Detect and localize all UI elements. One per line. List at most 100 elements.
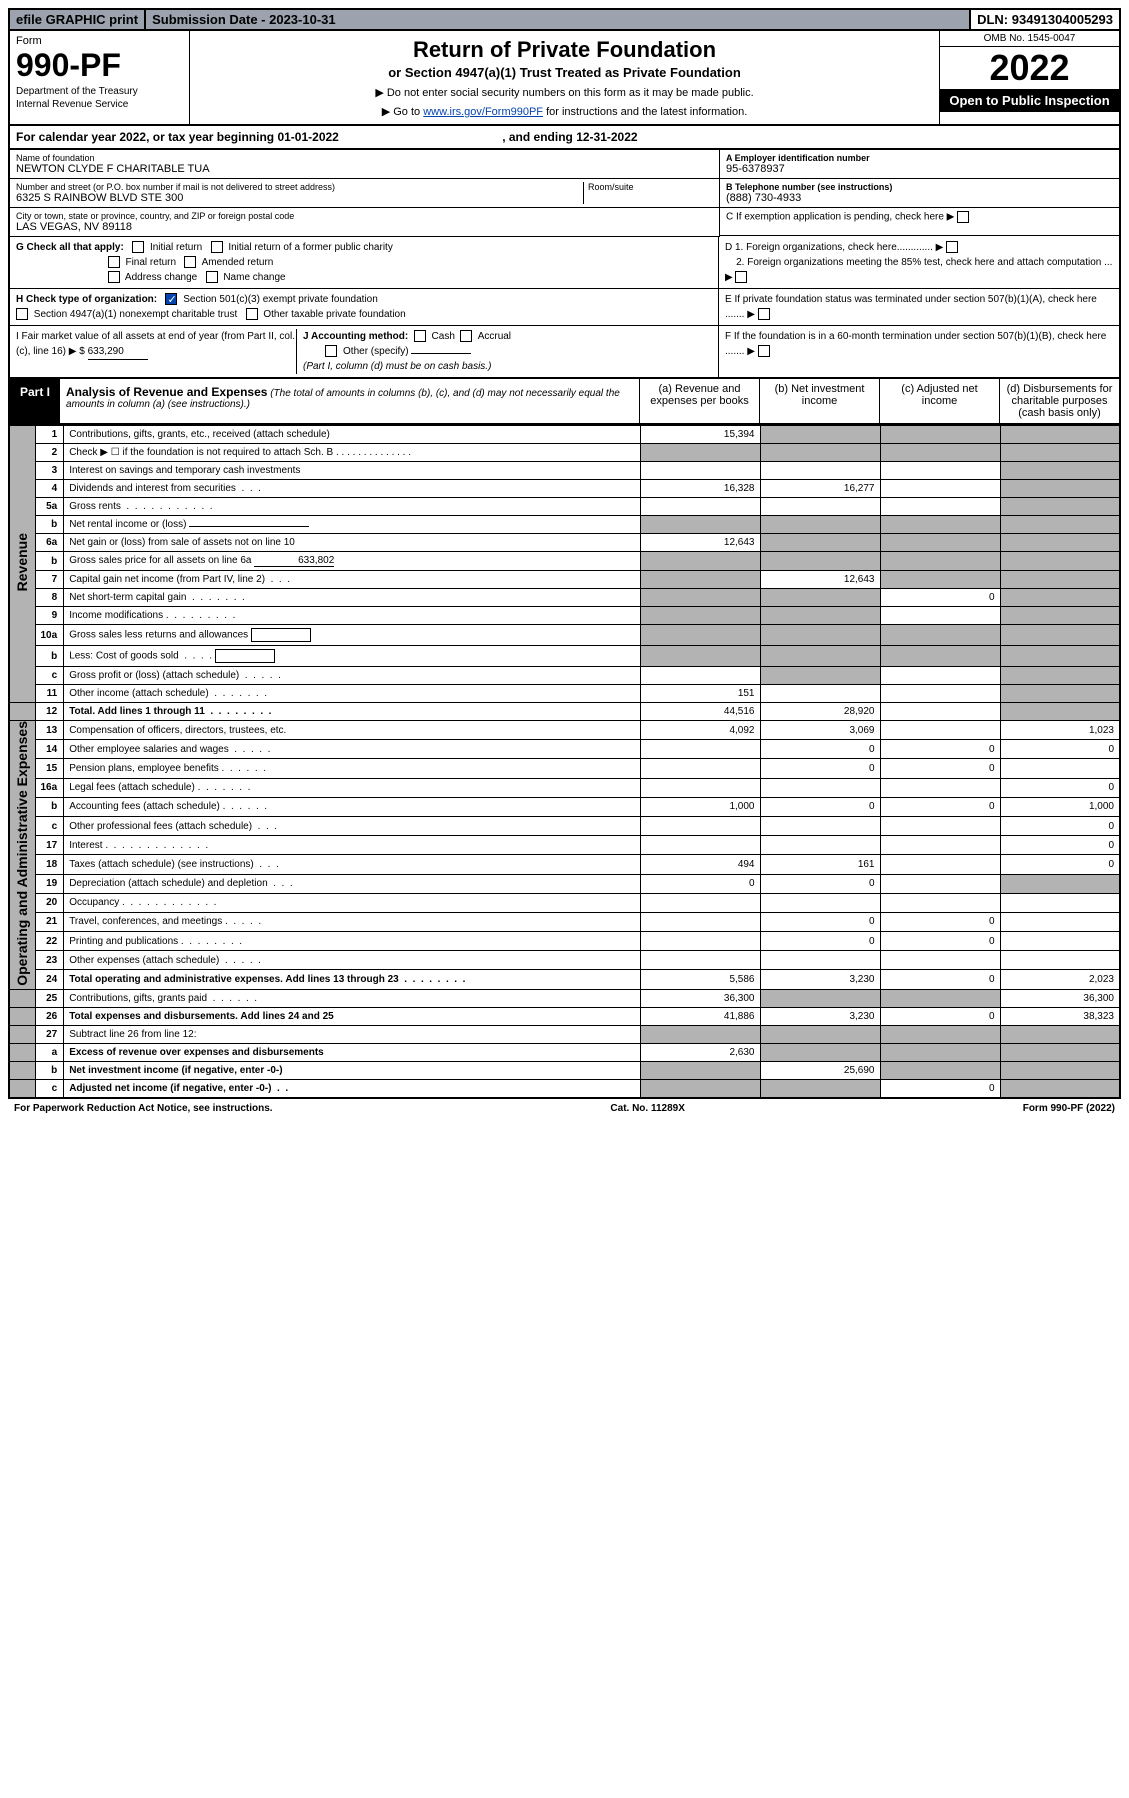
- g6-checkbox[interactable]: [206, 271, 218, 283]
- r26-a: 41,886: [640, 1007, 760, 1025]
- j3-checkbox[interactable]: [325, 345, 337, 357]
- r16b-b: 0: [760, 797, 880, 816]
- g-row: G Check all that apply: Initial return I…: [10, 237, 718, 289]
- d2-checkbox[interactable]: [735, 271, 747, 283]
- f-checkbox[interactable]: [758, 345, 770, 357]
- row-24: 24Total operating and administrative exp…: [9, 970, 1120, 989]
- g1-label: Initial return: [150, 242, 202, 253]
- g4-checkbox[interactable]: [184, 256, 196, 268]
- r10a-desc: Gross sales less returns and allowances: [64, 625, 640, 646]
- dept-irs: Internal Revenue Service: [16, 99, 183, 110]
- r7-desc: Capital gain net income (from Part IV, l…: [64, 571, 640, 589]
- r6b-val: 633,802: [254, 555, 334, 567]
- r19-a: 0: [640, 874, 760, 893]
- d-row: D 1. Foreign organizations, check here..…: [719, 237, 1119, 289]
- r16c-desc: Other professional fees (attach schedule…: [64, 816, 640, 835]
- g2-checkbox[interactable]: [211, 241, 223, 253]
- ein-value: 95-6378937: [726, 163, 1113, 175]
- j2-checkbox[interactable]: [460, 330, 472, 342]
- e-checkbox[interactable]: [758, 308, 770, 320]
- col-a-header: (a) Revenue and expenses per books: [639, 379, 759, 423]
- part1-title: Analysis of Revenue and Expenses: [66, 385, 267, 399]
- r24-d: 2,023: [1000, 970, 1120, 989]
- j-label: J Accounting method:: [303, 331, 408, 342]
- entity-left: Name of foundation NEWTON CLYDE F CHARIT…: [10, 150, 719, 237]
- irs-link[interactable]: www.irs.gov/Form990PF: [423, 106, 543, 118]
- r25-desc: Contributions, gifts, grants paid . . . …: [64, 989, 640, 1007]
- goto-pre: ▶ Go to: [382, 106, 423, 118]
- row-7: 7Capital gain net income (from Part IV, …: [9, 571, 1120, 589]
- r25-d: 36,300: [1000, 989, 1120, 1007]
- dept-treasury: Department of the Treasury: [16, 86, 183, 97]
- j1-checkbox[interactable]: [414, 330, 426, 342]
- name-label: Name of foundation: [16, 153, 713, 163]
- goto-post: for instructions and the latest informat…: [543, 106, 747, 118]
- form-subtitle: or Section 4947(a)(1) Trust Treated as P…: [196, 65, 933, 80]
- row-27c: cAdjusted net income (if negative, enter…: [9, 1079, 1120, 1098]
- tel-value: (888) 730-4933: [726, 192, 1113, 204]
- r2-desc: Check ▶ ☐ if the foundation is not requi…: [64, 444, 640, 462]
- header-mid: Return of Private Foundation or Section …: [190, 31, 939, 124]
- r16b-d: 1,000: [1000, 797, 1120, 816]
- h2-checkbox[interactable]: [16, 308, 28, 320]
- h1-checkbox[interactable]: [165, 293, 177, 305]
- c-row: C If exemption application is pending, c…: [720, 208, 1119, 236]
- row-13: Operating and Administrative Expenses 13…: [9, 721, 1120, 740]
- j3-field[interactable]: [411, 353, 471, 354]
- goto-note: ▶ Go to www.irs.gov/Form990PF for instru…: [196, 105, 933, 118]
- r18-desc: Taxes (attach schedule) (see instruction…: [64, 855, 640, 874]
- r4-b: 16,277: [760, 480, 880, 498]
- ops-sidebar: Operating and Administrative Expenses: [9, 721, 35, 990]
- d2-label: 2. Foreign organizations meeting the 85%…: [736, 257, 1112, 268]
- c-checkbox[interactable]: [957, 211, 969, 223]
- g-label: G Check all that apply:: [16, 242, 124, 253]
- r18-d: 0: [1000, 855, 1120, 874]
- checks-left: G Check all that apply: Initial return I…: [10, 237, 719, 377]
- r20-desc: Occupancy . . . . . . . . . . . .: [64, 893, 640, 912]
- r6a-desc: Net gain or (loss) from sale of assets n…: [64, 534, 640, 552]
- r18-b: 161: [760, 855, 880, 874]
- calyear-end: 12-31-2022: [576, 130, 637, 144]
- efile-label[interactable]: efile GRAPHIC print: [10, 10, 146, 29]
- row-22: 22Printing and publications . . . . . . …: [9, 932, 1120, 951]
- r16c-d: 0: [1000, 816, 1120, 835]
- r27-desc: Subtract line 26 from line 12:: [64, 1025, 640, 1043]
- g1-checkbox[interactable]: [132, 241, 144, 253]
- r11-desc: Other income (attach schedule) . . . . .…: [64, 685, 640, 703]
- r27a-a: 2,630: [640, 1043, 760, 1061]
- r24-desc: Total operating and administrative expen…: [64, 970, 640, 989]
- r18-a: 494: [640, 855, 760, 874]
- r21-c: 0: [880, 912, 1000, 931]
- g3-checkbox[interactable]: [108, 256, 120, 268]
- d1-checkbox[interactable]: [946, 241, 958, 253]
- row-10b: bLess: Cost of goods sold . . . .: [9, 646, 1120, 667]
- footer-mid: Cat. No. 11289X: [610, 1103, 684, 1114]
- g6-label: Name change: [223, 272, 285, 283]
- calyear-mid: , and ending: [502, 130, 576, 144]
- calendar-year-row: For calendar year 2022, or tax year begi…: [8, 126, 1121, 150]
- r21-b: 0: [760, 912, 880, 931]
- h3-checkbox[interactable]: [246, 308, 258, 320]
- row-10a: 10aGross sales less returns and allowanc…: [9, 625, 1120, 646]
- h-label: H Check type of organization:: [16, 294, 157, 305]
- part1-title-cell: Analysis of Revenue and Expenses (The to…: [60, 379, 639, 423]
- r27c-desc: Adjusted net income (if negative, enter …: [64, 1079, 640, 1098]
- r22-desc: Printing and publications . . . . . . . …: [64, 932, 640, 951]
- r17-desc: Interest . . . . . . . . . . . . .: [64, 836, 640, 855]
- row-16a: 16aLegal fees (attach schedule) . . . . …: [9, 778, 1120, 797]
- open-to-public: Open to Public Inspection: [940, 89, 1119, 112]
- e-row: E If private foundation status was termi…: [719, 289, 1119, 326]
- r1-desc: Contributions, gifts, grants, etc., rece…: [64, 426, 640, 444]
- r15-b: 0: [760, 759, 880, 778]
- j1-label: Cash: [432, 331, 455, 342]
- row-27a: aExcess of revenue over expenses and dis…: [9, 1043, 1120, 1061]
- g5-checkbox[interactable]: [108, 271, 120, 283]
- row-16b: bAccounting fees (attach schedule) . . .…: [9, 797, 1120, 816]
- part1-table: Revenue 1Contributions, gifts, grants, e…: [8, 425, 1121, 1099]
- r22-c: 0: [880, 932, 1000, 951]
- subdate-label: Submission Date -: [152, 12, 269, 27]
- r23-desc: Other expenses (attach schedule) . . . .…: [64, 951, 640, 970]
- r17-d: 0: [1000, 836, 1120, 855]
- r14-b: 0: [760, 740, 880, 759]
- g3-label: Final return: [125, 257, 176, 268]
